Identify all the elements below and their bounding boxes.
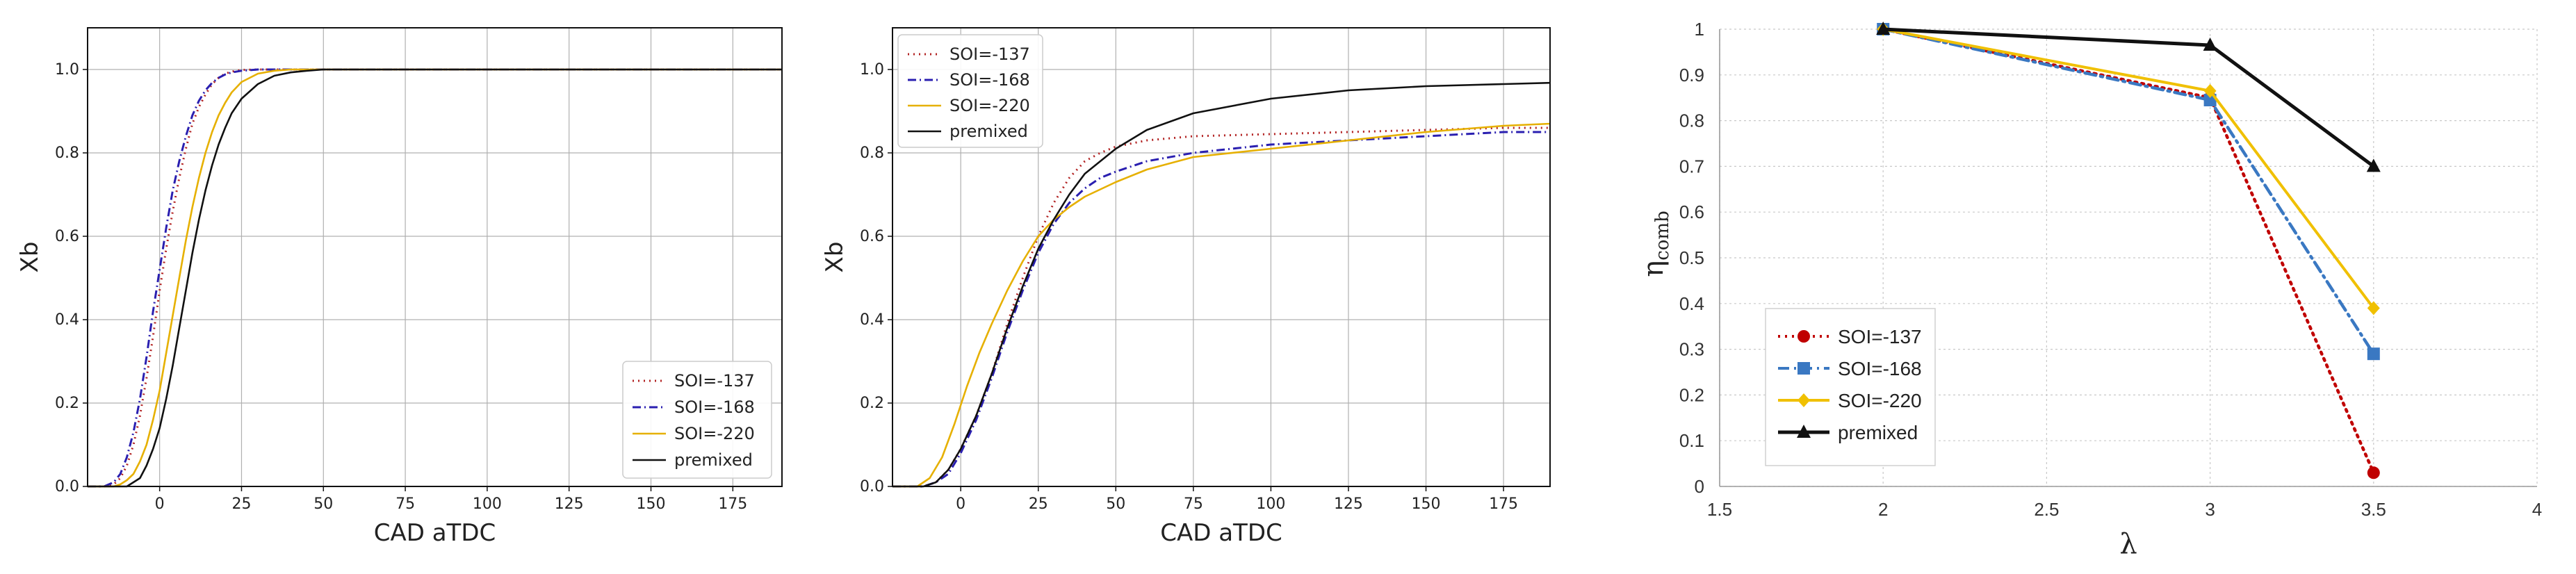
x-tick-label: 75: [1184, 495, 1203, 513]
y-tick-label: 0.7: [1679, 156, 1704, 177]
y-tick-label: 0: [1695, 476, 1704, 497]
y-tick-label: 0.0: [860, 478, 884, 495]
series-line-soi-220: [892, 122, 1551, 488]
y-axis-label-subscript: comb: [1652, 211, 1673, 261]
data-point-soi-137: [2367, 466, 2380, 479]
legend-label: SOI=-220: [674, 424, 755, 443]
x-tick-label: 4: [2532, 499, 2542, 520]
y-tick-label: 0.2: [55, 395, 79, 412]
x-tick-label: 100: [473, 495, 502, 513]
data-point-soi-220: [2367, 301, 2380, 315]
x-tick-label: 1.5: [1707, 499, 1732, 520]
x-tick-label: 0: [956, 495, 965, 513]
legend-marker: [1798, 362, 1810, 375]
y-tick-label: 0.4: [1679, 293, 1704, 314]
x-tick-label: 100: [1256, 495, 1285, 513]
y-tick-label: 0.8: [1679, 110, 1704, 131]
series-line-premixed: [1881, 27, 2376, 168]
legend-label: premixed: [1838, 422, 1918, 443]
data-point-soi-220: [2203, 83, 2217, 98]
series-line-soi-168: [1881, 27, 2376, 356]
x-tick-label: 3: [2205, 499, 2215, 520]
y-tick-label: 0.8: [860, 145, 884, 162]
legend-frame: [622, 361, 772, 479]
y-tick-label: 0.1: [1679, 430, 1704, 451]
x-tick-label: 125: [555, 495, 584, 513]
x-tick-label: 3.5: [2361, 499, 2386, 520]
legend-label: SOI=-220: [1838, 390, 1922, 411]
legend-marker: [1798, 393, 1810, 407]
y-tick-label: 0.6: [860, 228, 884, 245]
y-tick-label: 0.5: [1679, 247, 1704, 268]
y-tick-label: 0.6: [1679, 202, 1704, 222]
x-tick-label: 150: [637, 495, 666, 513]
legend-frame: [1765, 308, 1936, 466]
x-tick-label: 2.5: [2034, 499, 2059, 520]
x-tick-label: 75: [396, 495, 415, 513]
data-point-premixed: [1876, 22, 1891, 35]
y-tick-label: 1: [1695, 19, 1704, 40]
data-point-premixed: [2203, 38, 2217, 51]
legend-label: SOI=-137: [1838, 326, 1922, 347]
y-axis-label: ηcomb: [1638, 211, 1673, 277]
x-tick-label: 25: [231, 495, 251, 513]
legend-label: premixed: [949, 122, 1028, 141]
y-tick-label: 0.3: [1679, 339, 1704, 360]
legend: SOI=-137 SOI=-168 SOI=-220 premixed: [897, 34, 1043, 148]
y-tick-label: 0.8: [55, 145, 79, 162]
series-line-premixed: [88, 68, 782, 488]
y-tick-label: 1.0: [55, 61, 79, 79]
legend-label: SOI=-168: [1838, 358, 1922, 379]
series-line-soi-137: [892, 126, 1550, 488]
series-line-premixed: [892, 81, 1551, 488]
x-tick-label: 50: [1106, 495, 1125, 513]
y-tick-label: 0.4: [55, 311, 79, 329]
x-axis-label: CAD aTDC: [374, 519, 496, 547]
y-tick-label: 0.6: [55, 228, 79, 245]
legend-marker: [1797, 425, 1811, 438]
data-point-premixed: [2366, 158, 2381, 172]
x-axis-label: λ: [2119, 528, 2137, 560]
legend-marker: [1798, 330, 1810, 343]
axes-frame: [892, 27, 1551, 487]
x-tick-label: 2: [1878, 499, 1888, 520]
legend-label: SOI=-137: [674, 371, 755, 391]
x-tick-label: 25: [1029, 495, 1048, 513]
legend: SOI=-137 SOI=-168 SOI=-220 premixed: [622, 361, 772, 479]
axes-frame: [87, 27, 783, 487]
legend: SOI=-137 SOI=-168 SOI=-220 premixed: [1765, 308, 1936, 466]
chart-panel-3: 1.5 2 2.5 3 3.5 4 0 0.1 0.2 0.3 0.4 0.5 0.6 0.7 0.8 0.9…: [1638, 19, 2542, 560]
y-tick-label: 0.9: [1679, 65, 1704, 85]
series-line-soi-137: [1881, 27, 2376, 475]
y-tick-label: 0.2: [1679, 384, 1704, 405]
series-line-soi-220: [1882, 28, 2375, 310]
series-line-soi-168: [892, 131, 1550, 488]
y-tick-label: 1.0: [860, 61, 884, 79]
y-tick-label: 0.0: [55, 478, 79, 495]
x-axis-label: CAD aTDC: [1160, 519, 1282, 547]
legend-label: premixed: [674, 450, 753, 470]
legend-label: SOI=-220: [949, 96, 1030, 115]
x-tick-label: 125: [1334, 495, 1363, 513]
legend-label: SOI=-168: [674, 397, 755, 417]
y-tick-label: 0.2: [860, 395, 884, 412]
x-tick-label: 150: [1412, 495, 1441, 513]
x-tick-label: 175: [718, 495, 747, 513]
y-axis-label: Xb: [16, 242, 44, 273]
x-tick-label: 175: [1489, 495, 1518, 513]
legend-label: SOI=-137: [949, 44, 1030, 64]
legend-label: SOI=-168: [949, 70, 1030, 90]
y-axis-label: Xb: [821, 242, 849, 273]
chart-panel-1: 0 25 50 75 100 125 150 175 0.0 0.2 0.4 0.6 0.8 1.0 CAD…: [16, 27, 783, 547]
legend-frame: [897, 34, 1043, 148]
x-tick-label: 50: [313, 495, 333, 513]
chart-panel-2: 0 25 50 75 100 125 150 175 0.0 0.2 0.4 0.6 0.8 1.0 CAD…: [821, 27, 1551, 547]
data-point-soi-168: [2367, 347, 2380, 361]
y-tick-label: 0.4: [860, 311, 884, 329]
x-tick-label: 0: [155, 495, 165, 513]
series-line-soi-220: [88, 68, 782, 488]
